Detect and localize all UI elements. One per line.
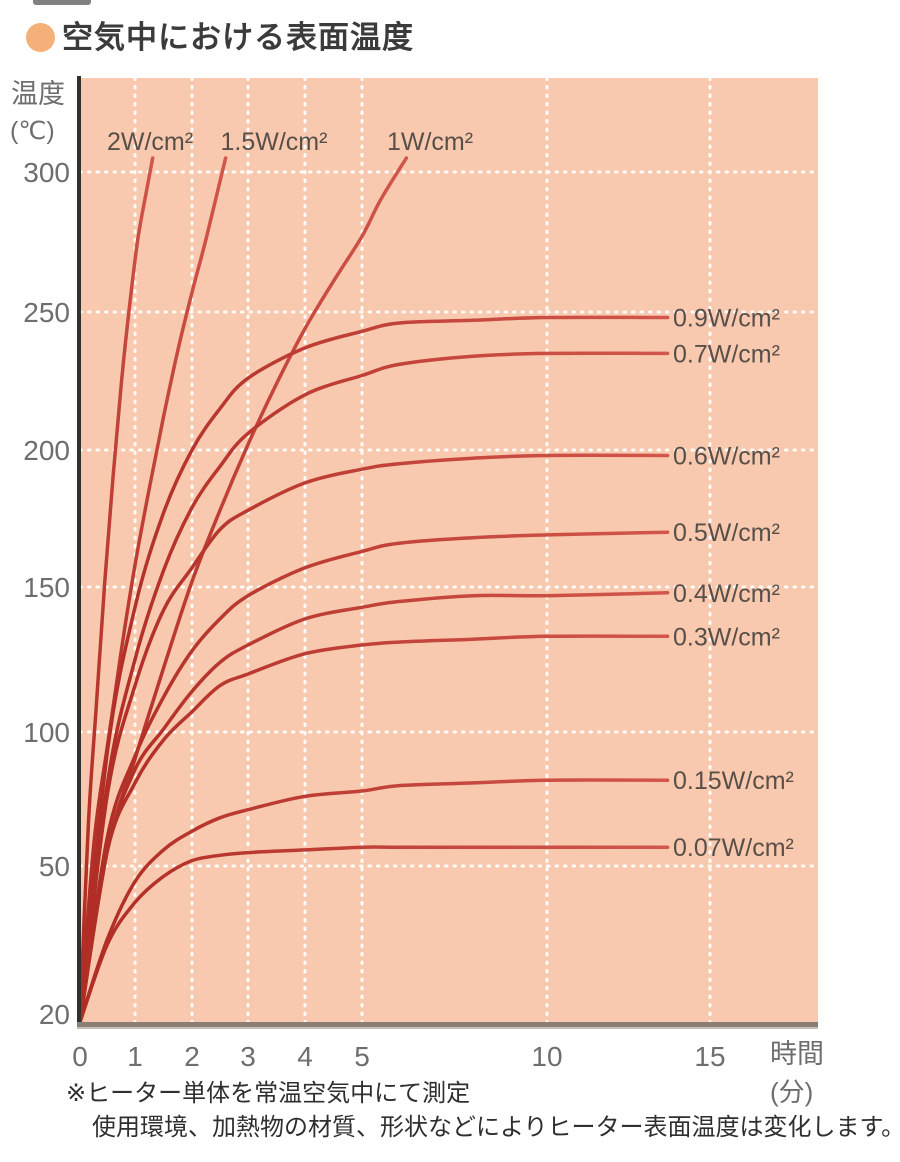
y-tick-label: 50 bbox=[39, 851, 70, 882]
curve-2wcm2 bbox=[78, 156, 155, 1024]
footnote-line-2: 使用環境、加熱物の材質、形状などによりヒーター表面温度は変化します。 bbox=[92, 1114, 900, 1141]
curve-0.4wcm2 bbox=[78, 591, 670, 1024]
y-axis-unit-label: 温度 bbox=[11, 79, 65, 109]
y-tick-label: 300 bbox=[23, 157, 70, 188]
curve-label: 0.6W/cm² bbox=[673, 442, 780, 470]
curve-1.5wcm2 bbox=[78, 156, 228, 1024]
crop-artifact bbox=[33, 0, 91, 5]
x-tick-label: 1 bbox=[127, 1041, 143, 1072]
curve-0.15wcm2 bbox=[78, 778, 670, 1024]
curve-label: 0.9W/cm² bbox=[673, 305, 780, 333]
curve-0.3wcm2 bbox=[78, 634, 670, 1024]
x-tick-label: 3 bbox=[240, 1041, 256, 1072]
x-tick-label: 4 bbox=[297, 1041, 313, 1072]
title-bullet-icon bbox=[26, 23, 55, 52]
figure-title-row: 空気中における表面温度 bbox=[26, 22, 414, 53]
x-axis-line bbox=[77, 1022, 818, 1027]
curve-label: 1W/cm² bbox=[387, 128, 473, 156]
curve-label: 0.4W/cm² bbox=[673, 580, 780, 608]
curve-label: 1.5W/cm² bbox=[221, 128, 328, 156]
curve-label: 0.3W/cm² bbox=[673, 623, 780, 651]
curve-label: 0.15W/cm² bbox=[673, 767, 794, 795]
curve-0.5wcm2 bbox=[78, 530, 670, 1024]
x-axis-line-highlight bbox=[77, 1027, 818, 1029]
x-axis-unit-min: (分) bbox=[770, 1077, 814, 1107]
curve-0.07wcm2 bbox=[78, 845, 670, 1024]
y-tick-label: 200 bbox=[23, 435, 70, 466]
y-tick-label: 100 bbox=[23, 717, 70, 748]
x-axis-unit-label: 時間 bbox=[770, 1039, 824, 1069]
curve-0.7wcm2 bbox=[78, 351, 670, 1024]
plot-background bbox=[80, 78, 818, 1022]
y-tick-label: 250 bbox=[23, 297, 70, 328]
curve-label: 0.07W/cm² bbox=[673, 834, 794, 862]
x-tick-label: 15 bbox=[694, 1041, 725, 1072]
page-title: 空気中における表面温度 bbox=[62, 20, 414, 55]
y-tick-label: 150 bbox=[23, 572, 70, 603]
y-axis-line bbox=[77, 76, 81, 1026]
y-tick-label: 20 bbox=[39, 999, 70, 1030]
x-tick-label: 10 bbox=[531, 1041, 562, 1072]
curve-label: 2W/cm² bbox=[107, 128, 193, 156]
curve-0.6wcm2 bbox=[78, 453, 670, 1024]
curve-label: 0.7W/cm² bbox=[673, 340, 780, 368]
curve-0.9wcm2 bbox=[78, 315, 670, 1024]
x-tick-label: 0 bbox=[72, 1041, 88, 1072]
footnote-line-1: ※ヒーター単体を常温空気中にて測定 bbox=[66, 1080, 471, 1107]
x-tick-label: 5 bbox=[354, 1041, 370, 1072]
x-tick-label: 2 bbox=[184, 1041, 200, 1072]
curve-label: 0.5W/cm² bbox=[673, 519, 780, 547]
y-axis-unit-degc: (℃) bbox=[10, 117, 55, 145]
